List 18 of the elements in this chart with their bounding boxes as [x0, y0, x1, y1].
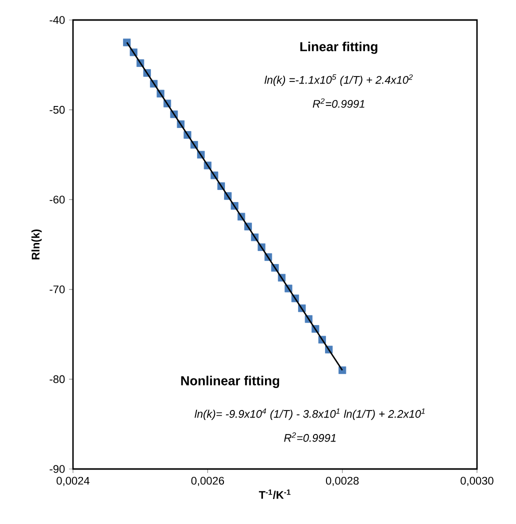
annotation: R$^{2}$=0.9991	[312, 98, 364, 108]
annotation: Linear fitting	[300, 42, 378, 54]
x-tick-label: 0,0028	[326, 476, 359, 486]
y-tick-label: -40	[50, 16, 65, 24]
x-axis-title: T$^{-1}$/K$^{-1}$	[258, 489, 290, 499]
y-tick-label: -50	[50, 106, 65, 114]
y-tick-label: -60	[50, 196, 65, 204]
x-tick-label: 0,0026	[191, 476, 224, 486]
annotation: R$^{2}$=0.9991	[284, 432, 336, 442]
annotation: ln(k)= -9.9x10$^{4}$ (1/T) - 3.8x10$^{1}$ ln(1/T) + 2.2x10$^{1}$	[194, 408, 425, 420]
y-tick-label: -70	[50, 285, 65, 294]
annotation: Nonlinear fitting	[181, 376, 280, 388]
y-tick-label: -80	[50, 375, 65, 384]
x-tick-label: 0,0030	[460, 476, 494, 486]
y-tick-label: -90	[50, 465, 65, 473]
x-tick-label: 0,0024	[56, 476, 90, 486]
y-axis-title: Rln(k)	[31, 229, 42, 260]
annotation: ln(k) =-1.1x10$^{5}$ (1/T) + 2.4x10$^{2}$	[264, 74, 413, 86]
